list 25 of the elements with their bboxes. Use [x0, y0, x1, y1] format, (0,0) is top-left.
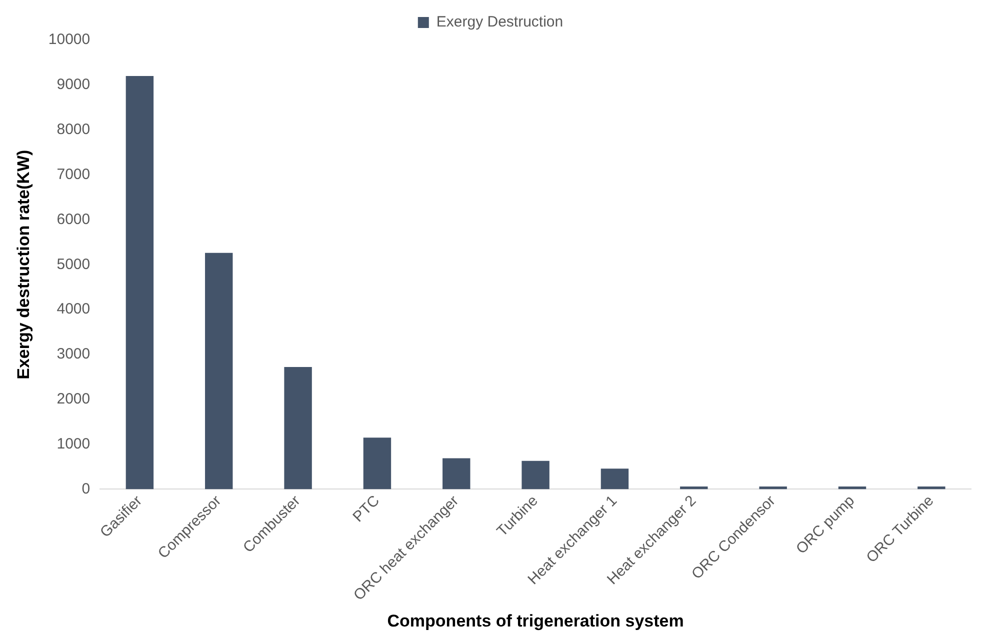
y-tick-label: 1000: [56, 435, 90, 452]
y-tick-label: 5000: [56, 256, 90, 273]
y-tick-label: 7000: [56, 166, 90, 183]
y-tick-label: 0: [82, 480, 90, 498]
y-axis-title: Exergy destruction rate(KW): [14, 150, 33, 380]
y-tick-label: 9000: [56, 76, 90, 94]
bar: [522, 460, 550, 490]
y-tick-label: 4000: [56, 300, 90, 318]
x-axis-title: Components of trigeneration system: [387, 611, 684, 630]
bar: [442, 458, 470, 490]
y-tick-label: 6000: [56, 210, 90, 228]
legend-label: Exergy Destruction: [436, 14, 564, 31]
y-tick-label: 2000: [56, 390, 90, 408]
bar: [838, 486, 866, 490]
bar: [600, 468, 629, 490]
y-tick-label: 3000: [56, 346, 90, 363]
y-tick-label: 8000: [56, 120, 90, 138]
bar: [759, 486, 787, 490]
y-tick-label: 10000: [48, 31, 90, 48]
bar: [126, 76, 154, 490]
bar: [680, 486, 708, 490]
bar: [363, 438, 392, 490]
bar: [918, 486, 946, 490]
bar: [284, 367, 312, 490]
bar: [205, 252, 233, 490]
